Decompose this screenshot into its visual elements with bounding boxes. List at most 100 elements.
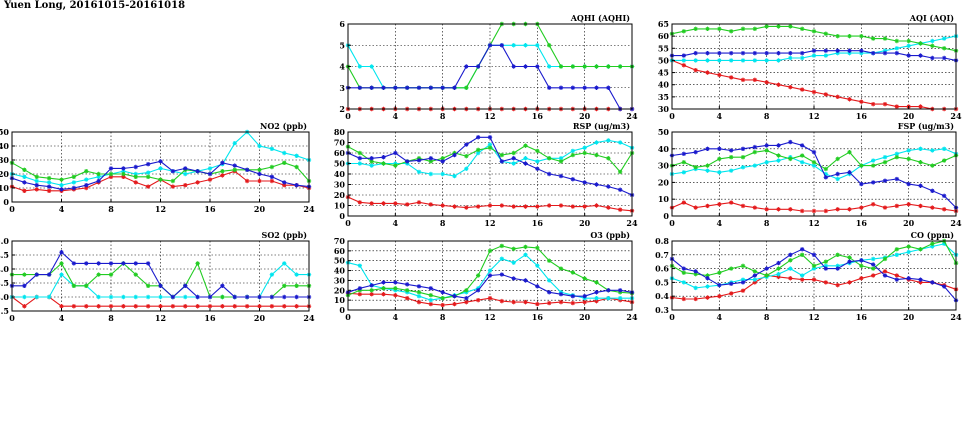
data-point bbox=[195, 304, 200, 309]
data-point bbox=[705, 146, 710, 151]
data-point bbox=[558, 85, 564, 90]
x-tick-label: 24 bbox=[950, 218, 962, 228]
data-point bbox=[475, 288, 481, 293]
data-point bbox=[170, 294, 176, 300]
data-point bbox=[606, 288, 611, 293]
data-point bbox=[882, 36, 888, 41]
data-point bbox=[464, 205, 469, 210]
data-point bbox=[705, 26, 710, 32]
data-point bbox=[728, 168, 734, 173]
data-point bbox=[133, 272, 138, 277]
x-tick-label: 20 bbox=[254, 313, 266, 323]
data-point bbox=[705, 284, 710, 289]
data-point bbox=[108, 174, 114, 179]
data-point bbox=[941, 146, 947, 151]
data-point bbox=[282, 160, 287, 165]
x-tick-label: 20 bbox=[903, 111, 915, 121]
data-point bbox=[133, 171, 138, 177]
x-tick-label: 24 bbox=[303, 313, 315, 323]
data-point bbox=[269, 178, 275, 184]
data-point bbox=[170, 184, 176, 189]
data-point bbox=[705, 273, 710, 278]
data-point bbox=[440, 295, 445, 301]
data-point bbox=[393, 150, 398, 156]
data-point bbox=[535, 204, 540, 209]
data-point bbox=[487, 135, 493, 140]
data-point bbox=[487, 145, 493, 150]
data-point bbox=[930, 280, 935, 285]
data-point bbox=[776, 82, 781, 87]
data-point bbox=[906, 276, 911, 281]
data-point bbox=[930, 163, 935, 168]
data-point bbox=[799, 55, 805, 61]
data-point bbox=[294, 304, 299, 309]
data-point bbox=[393, 286, 398, 291]
x-tick-label: 20 bbox=[903, 312, 915, 322]
data-point bbox=[811, 208, 817, 214]
data-point bbox=[46, 188, 52, 193]
data-point bbox=[882, 178, 888, 183]
x-tick-label: 12 bbox=[808, 312, 819, 322]
data-point bbox=[693, 285, 698, 291]
data-point bbox=[558, 266, 564, 271]
data-point bbox=[220, 304, 225, 309]
data-point bbox=[452, 294, 457, 299]
data-point bbox=[776, 58, 781, 63]
data-point bbox=[511, 246, 516, 252]
data-point bbox=[788, 266, 793, 271]
x-tick-label: 4 bbox=[59, 313, 65, 323]
data-point bbox=[195, 294, 200, 300]
data-point bbox=[475, 273, 481, 278]
data-point bbox=[859, 50, 864, 56]
data-point bbox=[752, 277, 758, 282]
data-point bbox=[823, 92, 829, 97]
data-point bbox=[728, 155, 734, 160]
data-point bbox=[145, 162, 151, 167]
data-point bbox=[906, 43, 911, 49]
y-tick-label: 0 bbox=[3, 197, 9, 207]
data-point bbox=[535, 301, 540, 307]
data-point bbox=[740, 58, 746, 63]
data-point bbox=[22, 304, 27, 309]
x-tick-label: 24 bbox=[626, 218, 638, 228]
data-point bbox=[232, 163, 237, 168]
data-point bbox=[799, 26, 805, 32]
data-point bbox=[835, 207, 840, 212]
data-point bbox=[728, 281, 734, 286]
data-point bbox=[776, 207, 781, 212]
data-point bbox=[381, 161, 386, 166]
data-point bbox=[941, 284, 947, 289]
data-point bbox=[835, 176, 840, 182]
y-tick-label: 70 bbox=[334, 138, 346, 148]
x-tick-label: 24 bbox=[626, 111, 638, 121]
x-tick-label: 12 bbox=[155, 313, 166, 323]
data-point bbox=[269, 272, 275, 277]
data-point bbox=[22, 180, 27, 185]
data-point bbox=[776, 274, 781, 280]
data-point bbox=[108, 171, 114, 177]
data-point bbox=[681, 53, 687, 58]
data-point bbox=[728, 148, 734, 153]
data-point bbox=[440, 290, 445, 295]
data-point bbox=[220, 160, 225, 165]
data-point bbox=[717, 72, 722, 78]
x-tick-label: 12 bbox=[484, 111, 495, 121]
y-tick-label: 5 bbox=[339, 40, 345, 50]
data-point bbox=[220, 283, 225, 288]
data-point bbox=[705, 58, 710, 63]
data-point bbox=[294, 183, 299, 188]
data-point bbox=[257, 294, 262, 300]
data-point bbox=[740, 203, 746, 209]
data-point bbox=[121, 294, 126, 300]
data-point bbox=[859, 276, 864, 281]
data-point bbox=[570, 270, 576, 275]
data-point bbox=[788, 84, 793, 90]
data-point bbox=[894, 50, 900, 56]
data-point bbox=[294, 164, 299, 170]
data-point bbox=[894, 203, 900, 209]
y-tick-label: 55 bbox=[658, 43, 669, 53]
data-point bbox=[381, 280, 386, 285]
x-tick-label: 20 bbox=[579, 312, 591, 322]
data-point bbox=[282, 183, 287, 188]
